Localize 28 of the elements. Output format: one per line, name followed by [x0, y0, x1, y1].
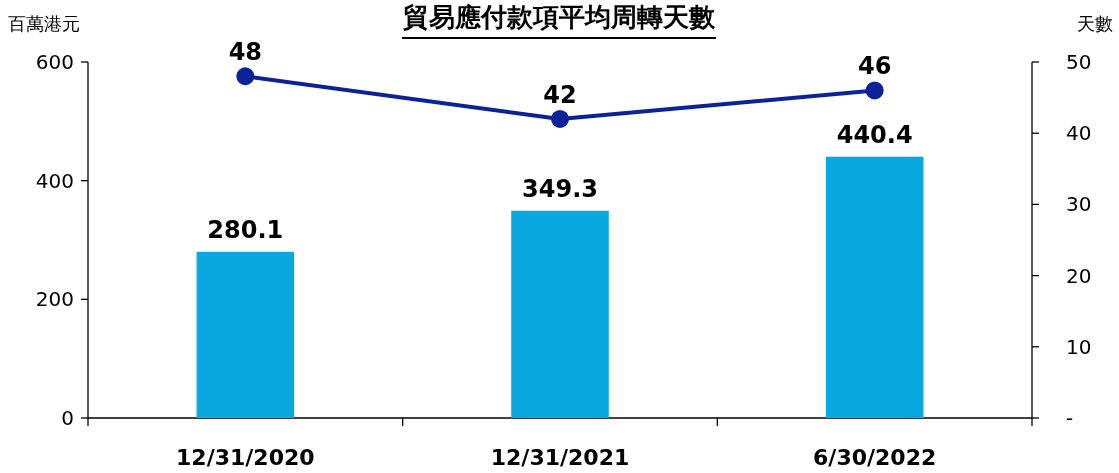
y2-tick-label: - [1066, 406, 1074, 430]
data-label: 46 [857, 52, 892, 81]
y2-tick-label: 40 [1066, 121, 1092, 146]
data-label: 349.3 [522, 174, 598, 203]
bar [196, 251, 295, 418]
y2-tick-label: 30 [1066, 192, 1092, 217]
bar [511, 210, 609, 418]
x-tick-label: 6/30/2022 [813, 445, 937, 470]
data-label: 48 [228, 38, 263, 67]
point [236, 67, 255, 86]
x-tick-label: 12/31/2020 [176, 445, 315, 470]
y2-axis-title: 天數 [1077, 13, 1113, 34]
y-tick-label: 600 [35, 50, 74, 74]
y-tick-label: 400 [35, 168, 74, 193]
y2-tick-label: 50 [1066, 50, 1092, 74]
data-label: 42 [543, 80, 577, 109]
y-tick-label: 0 [61, 406, 74, 430]
chart-title: 貿易應付款項平均周轉天數 [402, 2, 716, 32]
bar [825, 156, 924, 418]
data-label: 440.4 [836, 120, 913, 149]
x-tick-label: 12/31/2021 [490, 445, 630, 470]
data-label: 280.1 [207, 215, 284, 244]
point [551, 109, 569, 128]
point [865, 81, 884, 100]
y-tick-label: 200 [35, 287, 74, 312]
y2-tick-label: 20 [1066, 263, 1092, 288]
y2-tick-label: 10 [1066, 334, 1092, 359]
y-axis-title: 百萬港元 [8, 13, 80, 34]
